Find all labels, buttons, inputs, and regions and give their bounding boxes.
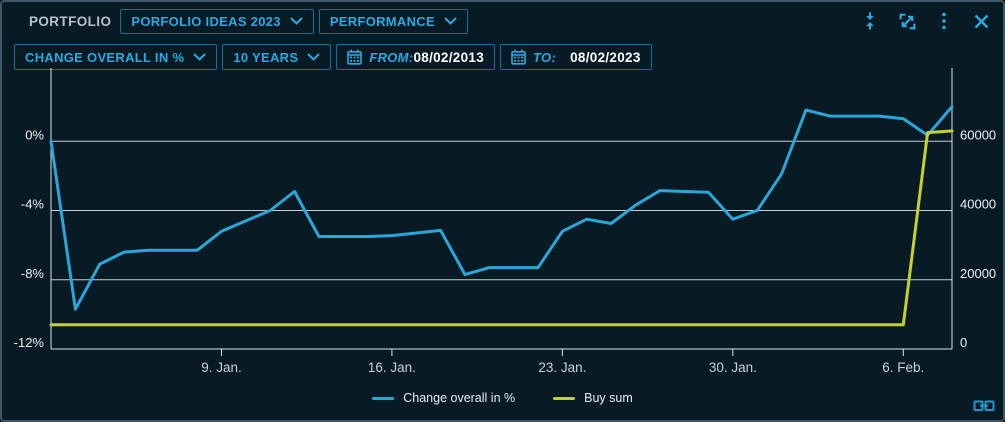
x-tick-label: 9. Jan. <box>201 360 242 375</box>
legend-item-change-overall[interactable]: Change overall in % <box>372 391 515 405</box>
right-axis-label: 20000 <box>960 266 996 281</box>
series-line-0 <box>49 105 954 311</box>
portfolio-select-label: PORFOLIO IDEAS 2023 <box>131 13 281 29</box>
chart-toolbar: CHANGE OVERALL IN % 10 YEARS FROM: 08/02… <box>2 43 1003 71</box>
link-icon <box>973 400 995 411</box>
x-tick-label: 16. Jan. <box>368 360 416 375</box>
chevron-down-icon <box>290 17 303 25</box>
series-line-1 <box>49 129 954 327</box>
legend-label-change-overall: Change overall in % <box>403 391 516 405</box>
chevron-down-icon <box>444 17 457 25</box>
calendar-icon <box>511 49 526 65</box>
to-label: TO: <box>533 49 557 65</box>
metric-select[interactable]: CHANGE OVERALL IN % <box>14 44 218 70</box>
left-axis-label: -8% <box>21 266 45 281</box>
chevron-down-icon <box>193 53 207 61</box>
menu-button[interactable] <box>934 11 954 31</box>
performance-chart: 9. Jan. 16. Jan. 23. Jan. 30. Jan. 6. Feb. 0%… <box>14 68 996 375</box>
link-widgets-button[interactable] <box>973 398 995 414</box>
legend-swatch-change-overall <box>372 396 395 400</box>
period-select-label: 10 YEARS <box>233 49 299 65</box>
kebab-menu-icon <box>942 12 946 30</box>
left-axis-label: 0% <box>25 127 44 142</box>
close-icon <box>974 14 988 28</box>
period-select[interactable]: 10 YEARS <box>222 44 332 70</box>
chevron-down-icon <box>307 53 321 61</box>
from-label: FROM: <box>369 49 414 65</box>
right-axis-label: 60000 <box>960 127 996 142</box>
legend-item-buy-sum[interactable]: Buy sum <box>553 391 633 405</box>
right-axis-label: 0 <box>960 335 967 350</box>
widget-title: PORTFOLIO <box>29 13 112 29</box>
view-select[interactable]: PERFORMANCE <box>318 8 468 34</box>
portfolio-select[interactable]: PORFOLIO IDEAS 2023 <box>120 8 314 34</box>
chart-legend: Change overall in % Buy sum <box>2 391 1003 405</box>
metric-select-label: CHANGE OVERALL IN % <box>25 49 185 65</box>
x-tick-label: 23. Jan. <box>538 360 586 375</box>
right-axis-label: 40000 <box>960 197 996 212</box>
close-button[interactable] <box>971 11 991 31</box>
collapse-vertical-icon <box>866 12 874 30</box>
legend-swatch-buy-sum <box>553 396 576 400</box>
to-value: 08/02/2023 <box>570 49 641 65</box>
x-tick-label: 6. Feb. <box>882 360 924 375</box>
window-controls <box>860 11 991 31</box>
from-value: 08/02/2013 <box>413 49 485 65</box>
from-date-picker[interactable]: FROM: 08/02/2013 <box>336 44 496 70</box>
expand-button[interactable] <box>897 11 917 31</box>
to-date-picker[interactable]: TO: 08/02/2023 <box>500 44 652 70</box>
left-axis-label: -12% <box>14 335 45 350</box>
widget-header: PORTFOLIO PORFOLIO IDEAS 2023 PERFORMANC… <box>2 2 1003 40</box>
x-tick-label: 30. Jan. <box>709 360 757 375</box>
legend-label-buy-sum: Buy sum <box>584 391 633 405</box>
calendar-icon <box>347 49 363 65</box>
collapse-button[interactable] <box>860 11 880 31</box>
view-select-label: PERFORMANCE <box>329 13 435 29</box>
left-axis-label: -4% <box>21 197 45 212</box>
expand-icon <box>899 13 915 29</box>
